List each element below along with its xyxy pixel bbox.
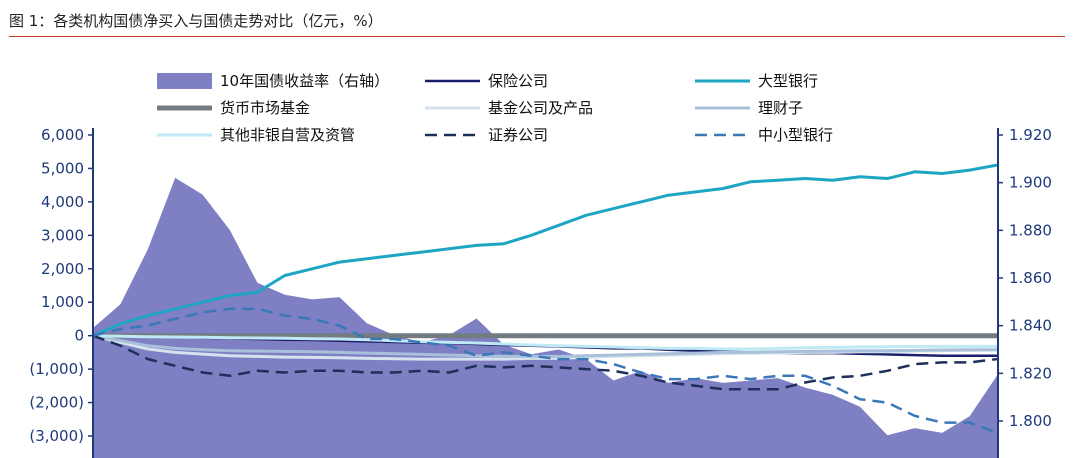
legend-item: 货币市场基金	[157, 99, 310, 117]
right-tick-label: 1.800	[1009, 412, 1052, 430]
legend-item: 中小型银行	[695, 126, 833, 144]
left-tick-label: 3,000	[41, 226, 84, 244]
left-tick-label: (1,000)	[29, 360, 84, 378]
series-line-1	[93, 163, 997, 338]
legend-swatch-area	[157, 73, 212, 89]
left-tick-label: 2,000	[41, 260, 84, 278]
plot-area	[93, 163, 997, 458]
legend-label: 10年国债收益率（右轴）	[220, 72, 389, 90]
left-tick-label: 1,000	[41, 293, 84, 311]
left-tick-label: 6,000	[41, 126, 84, 144]
left-tick-label: 4,000	[41, 193, 84, 211]
legend-item: 其他非银自营及资管	[157, 126, 355, 144]
right-tick-label: 1.840	[1009, 317, 1052, 335]
legend-label: 保险公司	[488, 72, 548, 90]
legend-label: 货币市场基金	[220, 99, 310, 117]
series-line-6	[93, 334, 997, 391]
legend-item: 证券公司	[425, 126, 548, 144]
legend-item: 大型银行	[695, 72, 818, 90]
legend-label: 大型银行	[758, 72, 818, 90]
left-tick-label: 0	[74, 327, 84, 345]
series-area-10y-yield	[93, 177, 997, 458]
legend-item: 理财子	[695, 99, 803, 117]
series-line-7	[93, 307, 997, 434]
legend-item: 保险公司	[425, 72, 548, 90]
left-tick-label: (3,000)	[29, 427, 84, 445]
right-tick-label: 1.900	[1009, 174, 1052, 192]
figure-title: 图 1：各类机构国债净买入与国债走势对比（亿元，%）	[9, 12, 383, 30]
legend-label: 理财子	[758, 99, 803, 117]
legend-item: 基金公司及产品	[425, 99, 593, 117]
right-tick-label: 1.820	[1009, 364, 1052, 382]
title-rule	[9, 36, 1065, 37]
legend-label: 证券公司	[488, 126, 548, 144]
legend-label: 其他非银自营及资管	[220, 126, 355, 144]
legend-label: 中小型银行	[758, 126, 833, 144]
legend-item: 10年国债收益率（右轴）	[157, 72, 389, 90]
legend-label: 基金公司及产品	[488, 99, 593, 117]
right-tick-label: 1.880	[1009, 221, 1052, 239]
right-tick-label: 1.920	[1009, 126, 1052, 144]
left-tick-label: (2,000)	[29, 394, 84, 412]
series-line-5	[93, 334, 997, 351]
right-tick-label: 1.860	[1009, 269, 1052, 287]
left-tick-label: 5,000	[41, 159, 84, 177]
